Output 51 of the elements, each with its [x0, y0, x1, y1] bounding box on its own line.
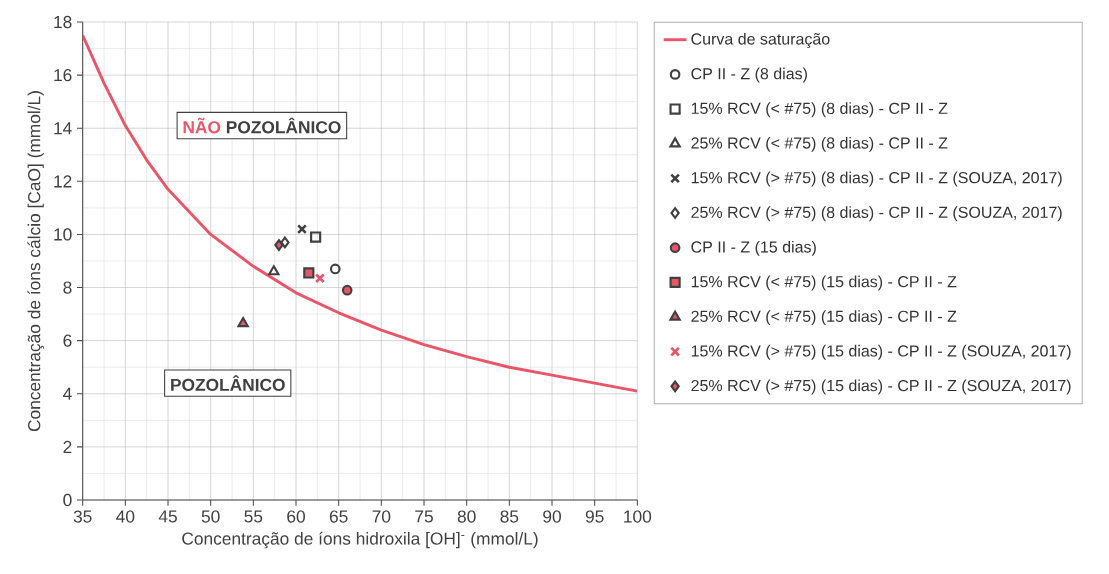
annotation: NÃO [183, 117, 221, 134]
point [274, 239, 284, 251]
x-tick-label: 40 [116, 510, 135, 523]
y-tick-label: 6 [63, 334, 72, 347]
point [303, 267, 315, 279]
legend-label: 15% RCV (< #75) (15 dias) - CP II - Z [691, 275, 957, 291]
y-tick-label: 16 [54, 68, 72, 82]
point [237, 316, 249, 328]
y-tick-label: 14 [54, 122, 72, 135]
point [280, 236, 290, 249]
y-tick-label: 4 [63, 387, 72, 400]
point [341, 284, 353, 296]
legend-label: 25% RCV (< #75) (15 dias) - CP II - Z [691, 310, 957, 326]
y-tick-label: 18 [54, 15, 72, 29]
x-tick-label: 80 [457, 510, 476, 523]
x-tick-label: 60 [287, 510, 305, 523]
x-tick-label: 100 [624, 510, 652, 523]
annotation: POZOLÂNICO [226, 117, 341, 134]
x-tick-label: 90 [543, 510, 561, 523]
x-tick-label: 85 [500, 510, 519, 523]
point [296, 224, 308, 235]
y-tick-label: 2 [63, 440, 72, 453]
x-tick-label: 50 [201, 510, 220, 523]
annotation: POZOLÂNICO [171, 375, 285, 391]
x-tick-label: 45 [158, 510, 177, 523]
line-series [82, 33, 638, 393]
y-tick-label: 10 [54, 228, 72, 241]
y-axis-title: Concentração de íons cálcio [CaO] (mmol/L) [27, 91, 44, 432]
x-tick-label: 95 [585, 510, 604, 523]
x-tick-label: 65 [329, 510, 348, 523]
y-tick-label: 8 [63, 281, 72, 294]
legend-label: 15% RCV (> #75) (15 dias) - CP II - Z (SOUZA, 2017) [691, 344, 1071, 360]
legend-label: 15% RCV (> #75) (8 dias) - CP II - Z (SOUZA, 2017) [691, 171, 1062, 187]
y-tick-label: 0 [63, 493, 72, 507]
y-tick-label: 12 [54, 175, 72, 188]
legend-label: CP II - Z (15 dias) [691, 240, 816, 256]
x-tick-label: 55 [244, 510, 263, 523]
point [329, 263, 341, 275]
legend-label: 25% RCV (> #75) (15 dias) - CP II - Z (SOUZA, 2017) [691, 379, 1071, 395]
legend-label: Curva de saturação [691, 32, 830, 48]
x-tick-label: 35 [73, 510, 92, 523]
point [310, 231, 322, 243]
point [268, 265, 280, 276]
legend-label: CP II - Z (8 dias) [691, 67, 807, 83]
x-tick-label: 75 [415, 510, 433, 523]
legend-label: 25% RCV (> #75) (8 dias) - CP II - Z (SOUZA, 2017) [691, 206, 1062, 222]
legend-label: 15% RCV (< #75) (8 dias) - CP II - Z [691, 102, 948, 118]
point [314, 273, 326, 284]
x-axis-title: Concentração de íons hidroxila [OH]$^{-}$ (mmol/L) [182, 531, 538, 549]
x-tick-label: 70 [372, 510, 391, 523]
legend-label: 25% RCV (< #75) (8 dias) - CP II - Z [691, 136, 948, 152]
